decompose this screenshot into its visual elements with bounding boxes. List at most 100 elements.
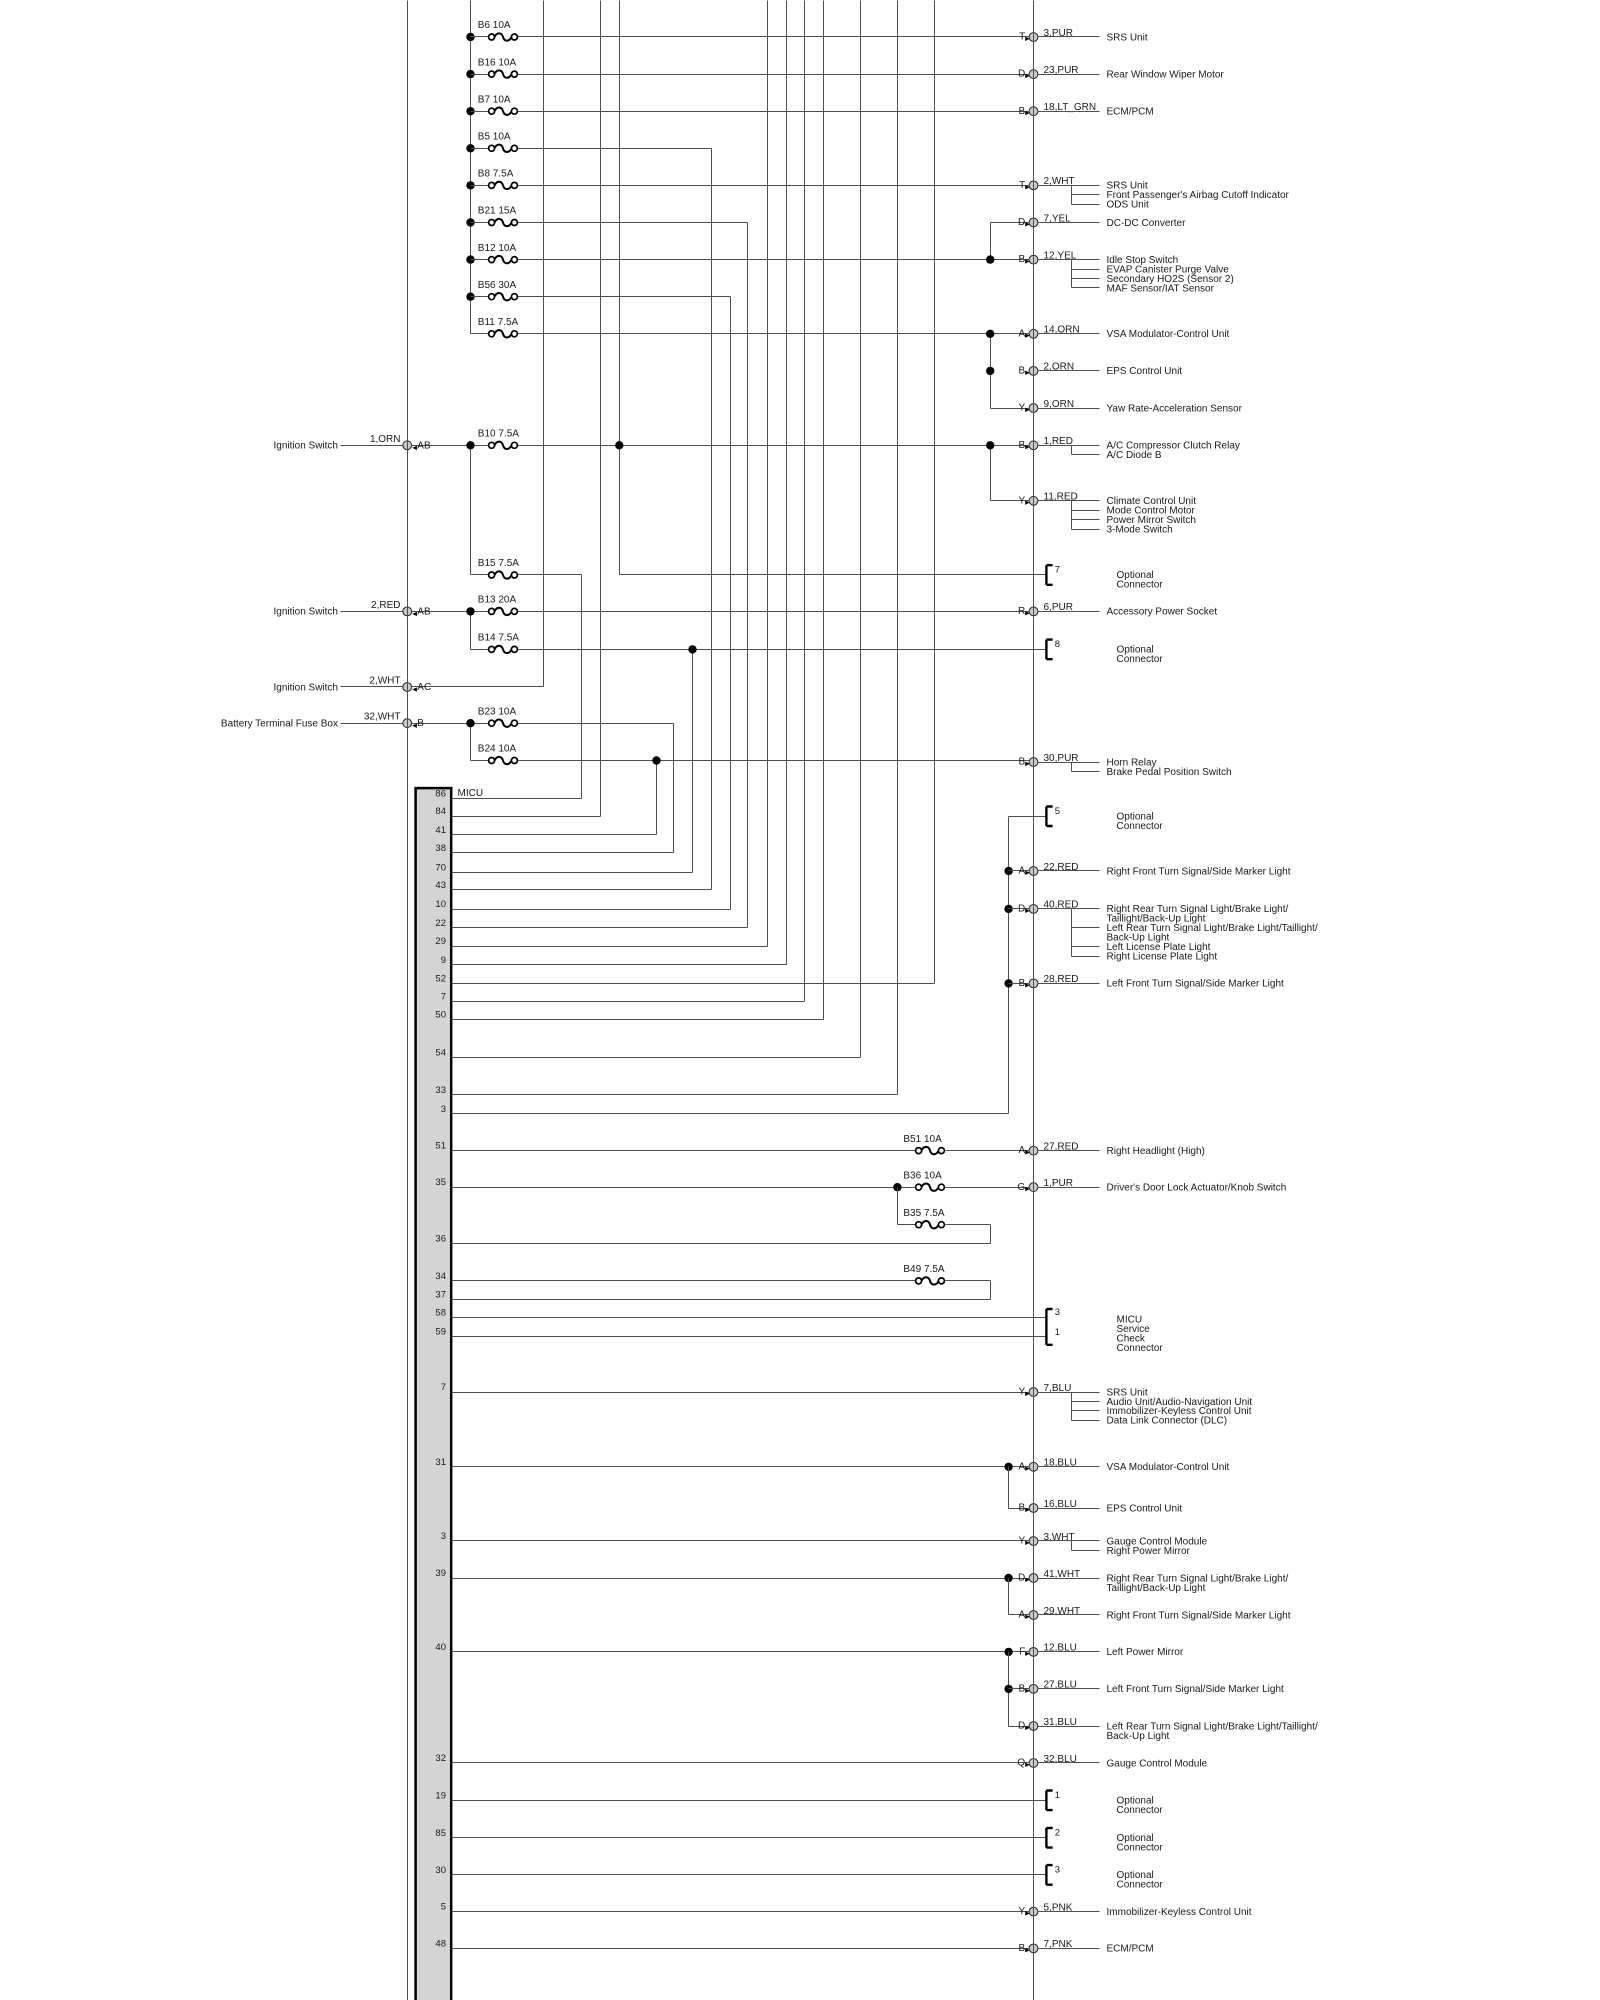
svg-text:Front Passenger's Airbag Cutof: Front Passenger's Airbag Cutoff Indicato… — [1107, 190, 1290, 201]
svg-text:R: R — [1018, 606, 1025, 617]
svg-text:Horn Relay: Horn Relay — [1107, 757, 1157, 768]
svg-text:Connector: Connector — [1117, 821, 1164, 832]
svg-text:A: A — [1019, 328, 1026, 339]
svg-text:1,ORN: 1,ORN — [370, 434, 401, 445]
svg-text:48: 48 — [435, 1938, 446, 1949]
svg-text:Connector: Connector — [1117, 654, 1164, 665]
svg-text:B: B — [1019, 1503, 1026, 1514]
svg-text:10: 10 — [435, 899, 446, 910]
svg-text:19: 19 — [435, 1790, 446, 1801]
svg-text:B16 10A: B16 10A — [478, 57, 517, 68]
svg-text:29,WHT: 29,WHT — [1044, 1606, 1081, 1617]
svg-text:16,BLU: 16,BLU — [1044, 1499, 1077, 1510]
svg-text:36: 36 — [435, 1233, 446, 1244]
svg-text:SRS Unit: SRS Unit — [1107, 32, 1148, 43]
svg-text:D: D — [1018, 217, 1025, 228]
svg-text:B6 10A: B6 10A — [478, 20, 511, 31]
svg-text:37: 37 — [435, 1290, 446, 1301]
svg-text:Connector: Connector — [1117, 580, 1164, 591]
svg-text:EPS Control Unit: EPS Control Unit — [1107, 366, 1183, 377]
svg-text:Immobilizer-Keyless Control Un: Immobilizer-Keyless Control Unit — [1107, 1907, 1252, 1918]
svg-text:B5 10A: B5 10A — [478, 132, 511, 143]
svg-text:3,PUR: 3,PUR — [1044, 28, 1073, 39]
svg-text:7,BLU: 7,BLU — [1044, 1383, 1072, 1394]
svg-text:5: 5 — [441, 1902, 446, 1913]
svg-text:Left Rear Turn Signal Light/Br: Left Rear Turn Signal Light/Brake Light/… — [1107, 923, 1318, 934]
svg-text:B: B — [1019, 1684, 1026, 1695]
svg-text:D: D — [1018, 1573, 1025, 1584]
svg-text:MICU: MICU — [458, 788, 484, 799]
svg-text:ODS Unit: ODS Unit — [1107, 200, 1149, 211]
svg-text:Secondary HO2S (Sensor 2): Secondary HO2S (Sensor 2) — [1107, 274, 1234, 285]
svg-text:40: 40 — [435, 1642, 446, 1653]
svg-text:A: A — [1019, 1610, 1026, 1621]
svg-text:3-Mode Switch: 3-Mode Switch — [1107, 524, 1173, 535]
svg-text:22,RED: 22,RED — [1044, 862, 1079, 873]
svg-text:Y: Y — [1019, 495, 1026, 506]
svg-text:B10 7.5A: B10 7.5A — [478, 429, 519, 440]
svg-text:3: 3 — [441, 1531, 446, 1542]
svg-text:Optional: Optional — [1117, 1833, 1154, 1844]
svg-text:Right Rear Turn Signal Light/B: Right Rear Turn Signal Light/Brake Light… — [1107, 904, 1289, 915]
svg-text:2: 2 — [1055, 1827, 1060, 1838]
svg-text:B: B — [1019, 440, 1026, 451]
svg-text:Power Mirror Switch: Power Mirror Switch — [1107, 515, 1196, 526]
svg-text:7,YEL: 7,YEL — [1044, 213, 1072, 224]
svg-text:35: 35 — [435, 1177, 446, 1188]
svg-text:30: 30 — [435, 1865, 446, 1876]
svg-text:B51 10A: B51 10A — [903, 1134, 942, 1145]
svg-text:Optional: Optional — [1117, 645, 1154, 656]
svg-text:54: 54 — [435, 1048, 446, 1059]
svg-text:41: 41 — [435, 825, 446, 836]
svg-text:B49 7.5A: B49 7.5A — [903, 1264, 944, 1275]
svg-text:Connector: Connector — [1117, 1843, 1164, 1854]
svg-text:Back-Up Light: Back-Up Light — [1107, 1731, 1170, 1742]
svg-text:Check: Check — [1117, 1333, 1146, 1344]
svg-text:B: B — [1019, 254, 1026, 265]
svg-text:Optional: Optional — [1117, 570, 1154, 581]
svg-text:Optional: Optional — [1117, 812, 1154, 823]
svg-text:7,PNK: 7,PNK — [1044, 1939, 1073, 1950]
svg-text:ECM/PCM: ECM/PCM — [1107, 107, 1154, 118]
svg-text:Connector: Connector — [1117, 1880, 1164, 1891]
svg-text:Connector: Connector — [1117, 1805, 1164, 1816]
svg-text:Audio Unit/Audio-Navigation Un: Audio Unit/Audio-Navigation Unit — [1107, 1397, 1253, 1408]
svg-text:T: T — [1019, 32, 1025, 43]
svg-text:Gauge Control Module: Gauge Control Module — [1107, 1758, 1208, 1769]
svg-text:Climate Control Unit: Climate Control Unit — [1107, 496, 1197, 507]
svg-text:41,WHT: 41,WHT — [1044, 1569, 1081, 1580]
svg-text:B14 7.5A: B14 7.5A — [478, 633, 519, 644]
svg-text:32: 32 — [435, 1753, 446, 1764]
svg-text:31,BLU: 31,BLU — [1044, 1717, 1077, 1728]
svg-text:29: 29 — [435, 936, 446, 947]
svg-text:9: 9 — [441, 955, 446, 966]
svg-text:Y: Y — [1019, 1906, 1026, 1917]
svg-text:86: 86 — [435, 788, 446, 799]
svg-text:1: 1 — [1055, 1327, 1060, 1338]
svg-text:Immobilizer-Keyless Control Un: Immobilizer-Keyless Control Unit — [1107, 1406, 1252, 1417]
svg-text:EPS Control Unit: EPS Control Unit — [1107, 1503, 1183, 1514]
svg-text:Mode Control Motor: Mode Control Motor — [1107, 506, 1196, 517]
svg-text:18,LT_GRN: 18,LT_GRN — [1044, 102, 1097, 113]
svg-text:B: B — [1019, 1943, 1026, 1954]
svg-text:A: A — [1019, 1461, 1026, 1472]
svg-text:Right Power Mirror: Right Power Mirror — [1107, 1546, 1191, 1557]
svg-text:Right Rear Turn Signal Light/B: Right Rear Turn Signal Light/Brake Light… — [1107, 1573, 1289, 1584]
svg-text:58: 58 — [435, 1308, 446, 1319]
svg-text:Back-Up Light: Back-Up Light — [1107, 933, 1170, 944]
svg-text:B: B — [417, 718, 424, 729]
svg-text:A: A — [1019, 866, 1026, 877]
svg-text:VSA Modulator-Control Unit: VSA Modulator-Control Unit — [1107, 1462, 1230, 1473]
svg-text:Left Front Turn Signal/Side Ma: Left Front Turn Signal/Side Marker Light — [1107, 1684, 1285, 1695]
svg-text:18,BLU: 18,BLU — [1044, 1458, 1077, 1469]
svg-text:D: D — [1018, 69, 1025, 80]
svg-text:9,ORN: 9,ORN — [1044, 399, 1075, 410]
svg-text:D: D — [1018, 1721, 1025, 1732]
svg-text:51: 51 — [435, 1141, 446, 1152]
svg-text:Ignition Switch: Ignition Switch — [274, 607, 338, 618]
svg-text:AB: AB — [417, 440, 431, 451]
svg-text:Y: Y — [1019, 1387, 1026, 1398]
svg-text:7: 7 — [441, 1382, 446, 1393]
svg-text:Gauge Control Module: Gauge Control Module — [1107, 1536, 1208, 1547]
svg-text:52: 52 — [435, 973, 446, 984]
